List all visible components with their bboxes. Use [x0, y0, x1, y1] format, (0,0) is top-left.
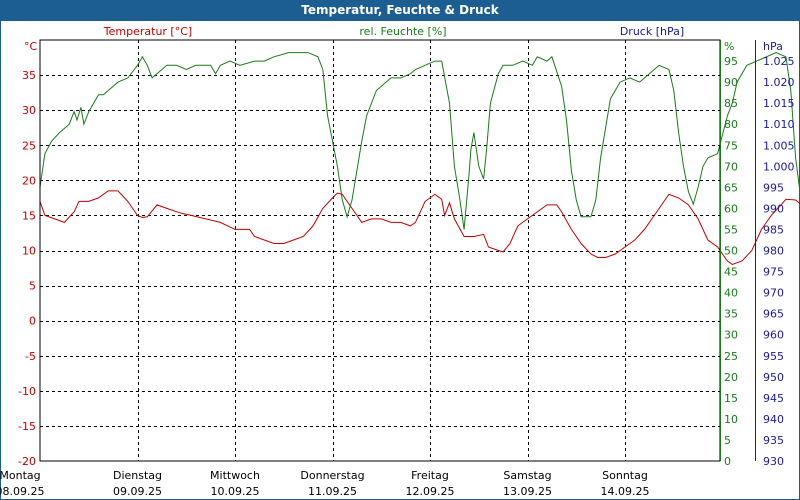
x-tick-day-label: Montag — [0, 469, 41, 482]
x-tick-date-label: 14.09.25 — [601, 485, 650, 498]
pressure-tick-label: 950 — [763, 371, 784, 384]
humidity-tick-label: 20 — [724, 371, 738, 384]
humidity-tick-label: 70 — [724, 160, 738, 173]
humidity-tick-label: 25 — [724, 350, 738, 363]
series-line-temperature — [39, 190, 800, 266]
x-tick-date-label: 13.09.25 — [503, 485, 552, 498]
pressure-tick-label: 1.020 — [763, 76, 795, 89]
temperature-tick-label: 15 — [22, 209, 36, 222]
temperature-tick-label: 25 — [22, 139, 36, 152]
plot-area-border — [39, 39, 721, 462]
humidity-tick-label: 10 — [724, 413, 738, 426]
pressure-tick-label: 995 — [763, 181, 784, 194]
humidity-tick-label: 30 — [724, 329, 738, 342]
pressure-tick-label: 1.025 — [763, 55, 795, 68]
series-line-humidity — [39, 52, 800, 230]
x-tick-day-label: Donnerstag — [300, 469, 364, 482]
pressure-tick-label: 975 — [763, 266, 784, 279]
temperature-tick-label: 5 — [29, 280, 36, 293]
pressure-tick-label: 960 — [763, 329, 784, 342]
temperature-tick-label: 30 — [22, 104, 36, 117]
humidity-tick-label: 55 — [724, 223, 738, 236]
humidity-tick-label: 5 — [724, 434, 731, 447]
grid-lines — [40, 40, 720, 461]
x-tick-date-label: 12.09.25 — [406, 485, 455, 498]
x-tick-date-label: 10.09.25 — [211, 485, 260, 498]
pressure-tick-label: 935 — [763, 434, 784, 447]
x-tick-day-label: Mittwoch — [210, 469, 260, 482]
pressure-tick-label: 980 — [763, 245, 784, 258]
pressure-tick-label: 945 — [763, 392, 784, 405]
x-tick-date-label: 09.09.25 — [113, 485, 162, 498]
x-tick-day-label: Samstag — [503, 469, 551, 482]
humidity-tick-label: 50 — [724, 245, 738, 258]
humidity-tick-label: 15 — [724, 392, 738, 405]
pressure-tick-label: 955 — [763, 350, 784, 363]
temperature-tick-label: -10 — [18, 385, 36, 398]
x-tick-day-label: Dienstag — [113, 469, 162, 482]
x-tick-date-label: 11.09.25 — [308, 485, 357, 498]
chart-title: Temperatur, Feuchte & Druck — [0, 0, 800, 21]
pressure-axis-title: Druck [hPa] — [620, 25, 684, 38]
humidity-tick-label: 65 — [724, 181, 738, 194]
humidity-tick-label: 60 — [724, 202, 738, 215]
temperature-tick-label: -5 — [25, 350, 36, 363]
humidity-tick-label: 45 — [724, 266, 738, 279]
pressure-tick-label: 990 — [763, 202, 784, 215]
axis-labels: 35302520151050-5-10-15-20°C9590858075706… — [0, 25, 795, 498]
series-lines — [39, 52, 800, 266]
humidity-tick-label: 85 — [724, 97, 738, 110]
pressure-tick-label: 985 — [763, 223, 784, 236]
temperature-tick-label: 20 — [22, 174, 36, 187]
temperature-axis-title: Temperatur [°C] — [103, 25, 192, 38]
humidity-tick-label: 95 — [724, 55, 738, 68]
temperature-tick-label: 35 — [22, 69, 36, 82]
axes — [39, 39, 756, 462]
pressure-tick-label: 965 — [763, 308, 784, 321]
temperature-tick-label: -15 — [18, 420, 36, 433]
x-tick-day-label: Freitag — [411, 469, 449, 482]
temperature-tick-label: 10 — [22, 245, 36, 258]
pressure-tick-label: 1.005 — [763, 139, 795, 152]
x-tick-date-label: 08.09.25 — [0, 485, 44, 498]
humidity-unit-label: % — [724, 40, 734, 53]
humidity-axis-title: rel. Feuchte [%] — [359, 25, 446, 38]
humidity-tick-label: 40 — [724, 287, 738, 300]
pressure-tick-label: 930 — [763, 455, 784, 468]
humidity-tick-label: 80 — [724, 118, 738, 131]
pressure-tick-label: 940 — [763, 413, 784, 426]
pressure-unit-label: hPa — [763, 40, 783, 53]
humidity-tick-label: 75 — [724, 139, 738, 152]
temperature-tick-label: 0 — [29, 315, 36, 328]
temperature-tick-label: -20 — [18, 455, 36, 468]
temperature-unit-label: °C — [24, 40, 38, 53]
pressure-tick-label: 970 — [763, 287, 784, 300]
pressure-tick-label: 1.015 — [763, 97, 795, 110]
pressure-tick-label: 1.010 — [763, 118, 795, 131]
pressure-tick-label: 1.000 — [763, 160, 795, 173]
x-tick-day-label: Sonntag — [602, 469, 648, 482]
humidity-tick-label: 35 — [724, 308, 738, 321]
humidity-tick-label: 0 — [724, 455, 731, 468]
humidity-tick-label: 90 — [724, 76, 738, 89]
